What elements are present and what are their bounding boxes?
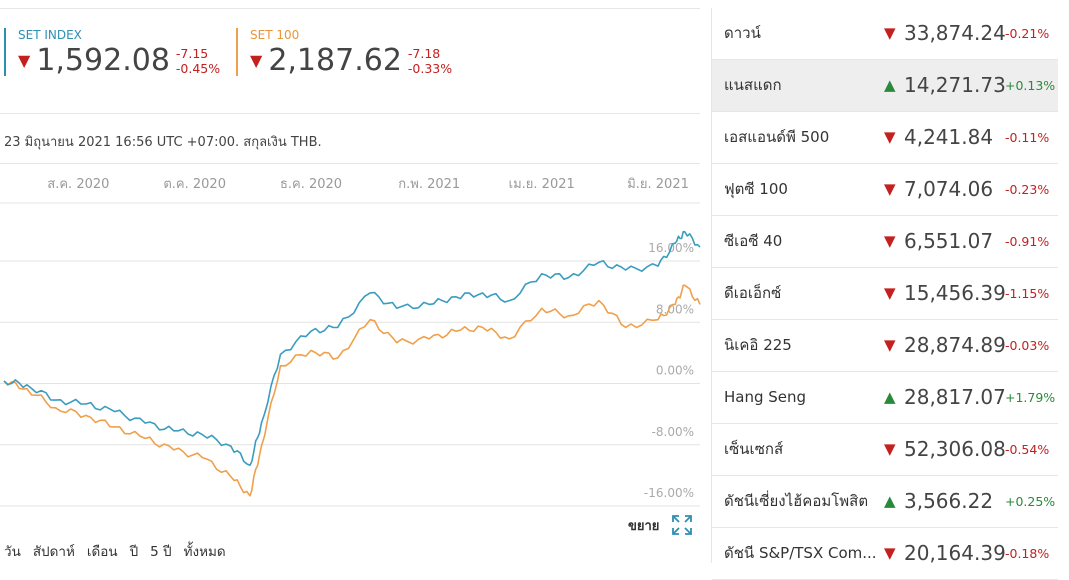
market-name: ซีเอซี 40: [724, 232, 783, 250]
index-value: 1,592.08: [36, 43, 170, 78]
market-row-cac40[interactable]: ซีเอซี 40 ▼ 6,551.07 -0.91%: [712, 216, 1058, 268]
market-value: 14,271.73: [904, 73, 1006, 97]
market-value: 52,306.08: [904, 437, 1006, 461]
market-name: เอสแอนด์พี 500: [724, 128, 830, 146]
market-name: ดีเอเอ็กซ์: [724, 284, 782, 302]
up-arrow-icon: ▲: [884, 492, 896, 510]
y-tick-label: -8.00%: [652, 425, 694, 439]
down-arrow-icon: ▼: [884, 284, 896, 302]
market-value: 20,164.39: [904, 541, 1006, 565]
up-arrow-icon: ▲: [884, 76, 896, 94]
market-row-nasdaq[interactable]: แนสแดก ▲ 14,271.73 +0.13%: [712, 60, 1058, 112]
market-name: ฟุตซี 100: [724, 180, 788, 198]
x-tick-label: ก.พ. 2021: [398, 177, 460, 192]
market-value: 28,874.89: [904, 333, 1006, 357]
market-row-ftse100[interactable]: ฟุตซี 100 ▼ 7,074.06 -0.23%: [712, 164, 1058, 216]
down-arrow-icon: ▼: [884, 440, 896, 458]
expand-label: ขยาย: [628, 518, 660, 534]
range-all[interactable]: ทั้งหมด: [183, 544, 226, 560]
market-row-hang-seng[interactable]: Hang Seng ▲ 28,817.07 +1.79%: [712, 372, 1058, 424]
market-row-nikkei225[interactable]: นิเคอิ 225 ▼ 28,874.89 -0.03%: [712, 320, 1058, 372]
x-tick-label: มิ.ย. 2021: [627, 177, 689, 192]
market-change-percent: -0.54%: [1005, 442, 1050, 457]
down-arrow-icon: ▼: [884, 544, 896, 562]
change-points: -7.15: [175, 46, 209, 61]
market-change-percent: -1.15%: [1005, 286, 1050, 301]
change-points: -7.18: [407, 46, 441, 61]
down-arrow-icon: ▼: [18, 51, 31, 70]
market-name: ดาวน์: [724, 24, 761, 42]
divider: [0, 8, 700, 9]
index-name: SET 100: [250, 28, 300, 42]
market-row-sensex[interactable]: เซ็นเซกส์ ▼ 52,306.08 -0.54%: [712, 424, 1058, 476]
down-arrow-icon: ▼: [884, 180, 896, 198]
index-change: -7.18 -0.33%: [408, 46, 452, 76]
set-index-line: [3, 230, 701, 466]
divider: [0, 113, 700, 114]
change-percent: -0.45%: [175, 61, 221, 76]
divider: [0, 163, 700, 164]
range-month[interactable]: เดือน: [86, 544, 118, 560]
index-chart-panel: SET INDEX ▼ 1,592.08 -7.15 -0.45% SET 10…: [0, 8, 704, 562]
market-value: 3,566.22: [904, 489, 994, 513]
y-tick-label: 8.00%: [656, 302, 694, 316]
range-selector: วัน สัปดาห์ เดือน ปี 5 ปี ทั้งหมด: [4, 540, 238, 562]
market-name: ดัชนี S&P/TSX Com...: [724, 544, 877, 562]
range-year[interactable]: ปี: [129, 544, 139, 560]
market-value: 15,456.39: [904, 281, 1006, 305]
market-change-percent: +1.79%: [1005, 390, 1056, 405]
x-tick-label: ต.ค. 2020: [163, 177, 226, 192]
market-name: Hang Seng: [724, 388, 807, 406]
market-change-percent: -0.23%: [1005, 182, 1050, 197]
range-day[interactable]: วัน: [4, 544, 21, 560]
market-change-percent: -0.91%: [1005, 234, 1050, 249]
index-value: 2,187.62: [268, 43, 402, 78]
market-change-percent: +0.13%: [1005, 78, 1056, 93]
expand-button[interactable]: ขยาย: [628, 514, 693, 536]
set100-line: [3, 284, 701, 497]
market-change-percent: -0.03%: [1005, 338, 1050, 353]
market-row-shanghai-composite[interactable]: ดัชนีเซี่ยงไฮ้คอมโพสิต ▲ 3,566.22 +0.25%: [712, 476, 1058, 528]
divider: [711, 8, 712, 563]
range-week[interactable]: สัปดาห์: [32, 544, 75, 560]
down-arrow-icon: ▼: [884, 232, 896, 250]
down-arrow-icon: ▼: [884, 336, 896, 354]
market-row-sp500[interactable]: เอสแอนด์พี 500 ▼ 4,241.84 -0.11%: [712, 112, 1058, 164]
market-value: 6,551.07: [904, 229, 994, 253]
market-change-percent: -0.21%: [1005, 26, 1050, 41]
market-value: 4,241.84: [904, 125, 994, 149]
expand-icon: [672, 515, 693, 535]
down-arrow-icon: ▼: [884, 128, 896, 146]
set100-quote[interactable]: SET 100 ▼ 2,187.62 -7.18 -0.33%: [236, 28, 452, 76]
y-tick-label: 0.00%: [656, 364, 694, 378]
x-tick-label: ส.ค. 2020: [47, 177, 109, 192]
x-tick-label: เม.ย. 2021: [509, 177, 575, 192]
market-change-percent: -0.11%: [1005, 130, 1050, 145]
market-value: 7,074.06: [904, 177, 994, 201]
market-name: แนสแดก: [724, 76, 782, 94]
down-arrow-icon: ▼: [884, 24, 896, 42]
range-5-year[interactable]: 5 ปี: [150, 544, 172, 560]
x-tick-label: ธ.ค. 2020: [280, 177, 342, 192]
index-change: -7.15 -0.45%: [176, 46, 220, 76]
market-name: นิเคอิ 225: [724, 336, 792, 354]
market-name: เซ็นเซกส์: [724, 440, 784, 458]
market-change-percent: +0.25%: [1005, 494, 1056, 509]
market-row-sp-tsx[interactable]: ดัชนี S&P/TSX Com... ▼ 20,164.39 -0.18%: [712, 528, 1058, 580]
market-change-percent: -0.18%: [1005, 546, 1050, 561]
market-list: ดาวน์ ▼ 33,874.24 -0.21% แนสแดก ▲ 14,271…: [712, 8, 1058, 580]
set-index-quote[interactable]: SET INDEX ▼ 1,592.08 -7.15 -0.45%: [4, 28, 220, 76]
index-line-chart[interactable]: ส.ค. 2020 ต.ค. 2020 ธ.ค. 2020 ก.พ. 2021 เม.ย…: [0, 165, 704, 510]
y-tick-label: -16.00%: [644, 486, 694, 500]
up-arrow-icon: ▲: [884, 388, 896, 406]
market-value: 28,817.07: [904, 385, 1006, 409]
timestamp: 23 มิถุนายน 2021 16:56 UTC +07:00. สกุลเ…: [4, 135, 322, 150]
index-name: SET INDEX: [18, 28, 82, 42]
market-row-dax[interactable]: ดีเอเอ็กซ์ ▼ 15,456.39 -1.15%: [712, 268, 1058, 320]
market-value: 33,874.24: [904, 21, 1006, 45]
market-row-dow[interactable]: ดาวน์ ▼ 33,874.24 -0.21%: [712, 8, 1058, 60]
market-name: ดัชนีเซี่ยงไฮ้คอมโพสิต: [724, 492, 869, 510]
down-arrow-icon: ▼: [250, 51, 263, 70]
change-percent: -0.33%: [407, 61, 453, 76]
